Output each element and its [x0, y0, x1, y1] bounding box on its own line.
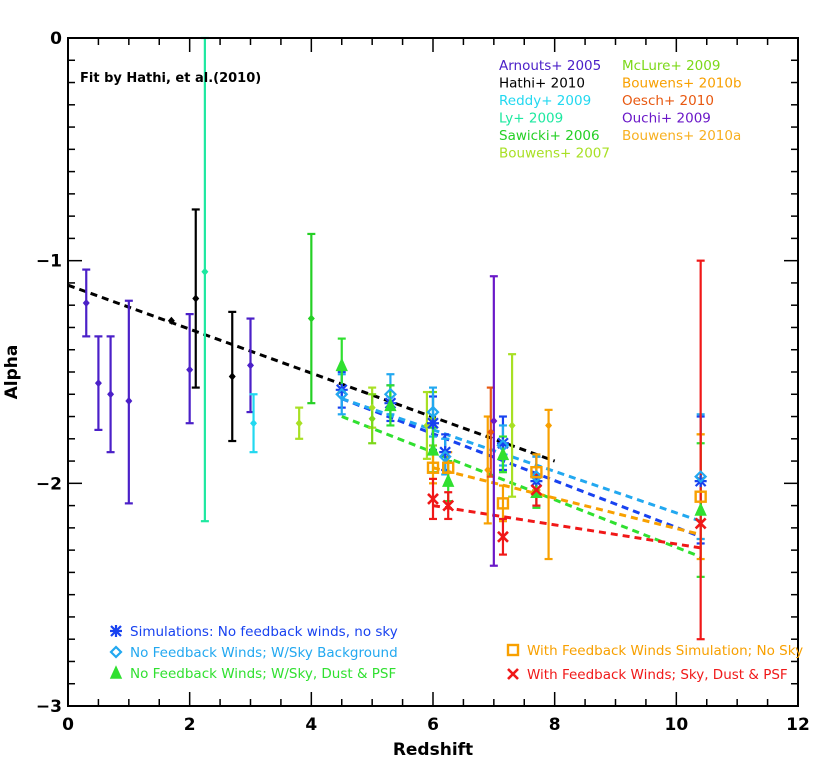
- simulation-point: [426, 405, 440, 419]
- observation-legend-entry: Sawicki+ 2006: [499, 128, 600, 144]
- simulation-point: [694, 470, 708, 484]
- fit-line: [341, 397, 702, 539]
- data-points: [82, 267, 708, 543]
- observation-point: [82, 298, 90, 307]
- observation-legend-entry: Bouwens+ 2007: [499, 146, 610, 162]
- x-tick-label: 8: [549, 715, 561, 735]
- simulation-legend-marker: [109, 665, 123, 679]
- observation-point: [490, 416, 498, 425]
- tick-labels: 0 2 4 6 8 10 12 0 −1 −2 −3: [36, 29, 810, 735]
- simulations-legend: Simulations: No feedback winds, no sky No…: [109, 624, 803, 683]
- observation-point: [545, 421, 553, 430]
- x-tick-label: 10: [664, 715, 688, 735]
- simulation-point: [529, 470, 543, 484]
- observation-point: [186, 365, 194, 374]
- observation-legend-entry: Ouchi+ 2009: [622, 111, 711, 127]
- observation-legend-entry: McLure+ 2009: [622, 58, 720, 74]
- y-tick-label: 0: [50, 29, 62, 49]
- y-axis-title: Alpha: [2, 345, 22, 400]
- y-tick-label: −1: [36, 252, 62, 272]
- simulation-point: [427, 493, 439, 505]
- observation-point: [484, 465, 492, 474]
- observation-point: [192, 294, 200, 303]
- simulation-legend-marker: [110, 625, 122, 637]
- simulation-legend-marker: [109, 645, 123, 659]
- observation-point: [250, 419, 258, 428]
- observation-legend-entry: Hathi+ 2010: [499, 76, 585, 92]
- observation-point: [508, 421, 516, 430]
- simulation-point: [496, 446, 510, 461]
- x-tick-label: 6: [427, 715, 439, 735]
- y-tick-label: −3: [36, 697, 62, 717]
- simulation-point: [442, 499, 455, 512]
- simulation-legend-entry: Simulations: No feedback winds, no sky: [130, 624, 398, 640]
- observation-legend-entry: Arnouts+ 2005: [499, 58, 601, 74]
- simulation-point: [442, 461, 455, 474]
- simulation-point: [694, 517, 707, 530]
- simulation-legend-entry: No Feedback Winds; W/Sky Background: [130, 645, 398, 661]
- observation-legend-entry: Bouwens+ 2010b: [622, 76, 742, 92]
- simulation-point: [694, 502, 707, 516]
- simulation-point: [335, 387, 349, 401]
- simulation-point: [497, 530, 509, 543]
- observation-point: [201, 267, 209, 276]
- simulation-legend-marker: [506, 643, 520, 657]
- observation-point: [107, 390, 115, 399]
- fit-lines: [67, 283, 702, 559]
- simulation-point: [384, 397, 397, 412]
- simulation-legend-marker: [507, 668, 519, 680]
- x-tick-label: 12: [786, 715, 810, 735]
- simulation-legend-entry: With Feedback Winds Simulation; No Sky: [527, 643, 803, 659]
- observation-point: [94, 379, 102, 388]
- observation-legend-entry: Ly+ 2009: [499, 111, 563, 127]
- x-tick-label: 0: [62, 715, 74, 735]
- observation-point: [228, 372, 236, 381]
- simulation-point: [442, 473, 455, 487]
- observation-point: [247, 361, 254, 370]
- observation-legend-entry: Reddy+ 2009: [499, 93, 591, 109]
- simulation-point: [530, 484, 543, 496]
- fit-line: [341, 397, 702, 523]
- simulation-point: [694, 490, 707, 503]
- observation-legend-entry: Oesch+ 2010: [622, 93, 714, 109]
- x-tick-label: 4: [305, 715, 317, 735]
- simulation-point: [496, 437, 509, 450]
- observation-point: [487, 428, 495, 437]
- x-axis-title: Redshift: [393, 740, 473, 760]
- x-tick-label: 2: [184, 715, 196, 735]
- simulation-point: [496, 497, 510, 510]
- simulation-point: [426, 461, 440, 474]
- simulation-legend-entry: With Feedback Winds; Sky, Dust & PSF: [527, 667, 788, 683]
- simulation-point: [427, 417, 439, 430]
- fit-line: [432, 504, 701, 550]
- observation-point: [167, 316, 175, 325]
- simulation-point: [530, 466, 543, 479]
- observation-point: [368, 403, 376, 412]
- axis-ticks: [67, 37, 799, 707]
- y-tick-label: −2: [36, 474, 62, 494]
- simulation-legend-entry: No Feedback Winds; W/Sky, Dust & PSF: [130, 666, 396, 682]
- simulation-point: [426, 442, 440, 456]
- observation-point: [368, 414, 376, 423]
- observation-point: [307, 314, 315, 323]
- simulation-point: [335, 357, 348, 372]
- error-bars: [82, 36, 705, 641]
- fit-line: [432, 466, 702, 537]
- observation-legend-entry: Bouwens+ 2010a: [622, 128, 741, 144]
- fit-annotation: Fit by Hathi, et al.(2010): [80, 71, 261, 86]
- observation-point: [295, 419, 303, 428]
- observation-point: [125, 396, 133, 405]
- fit-line: [341, 415, 702, 559]
